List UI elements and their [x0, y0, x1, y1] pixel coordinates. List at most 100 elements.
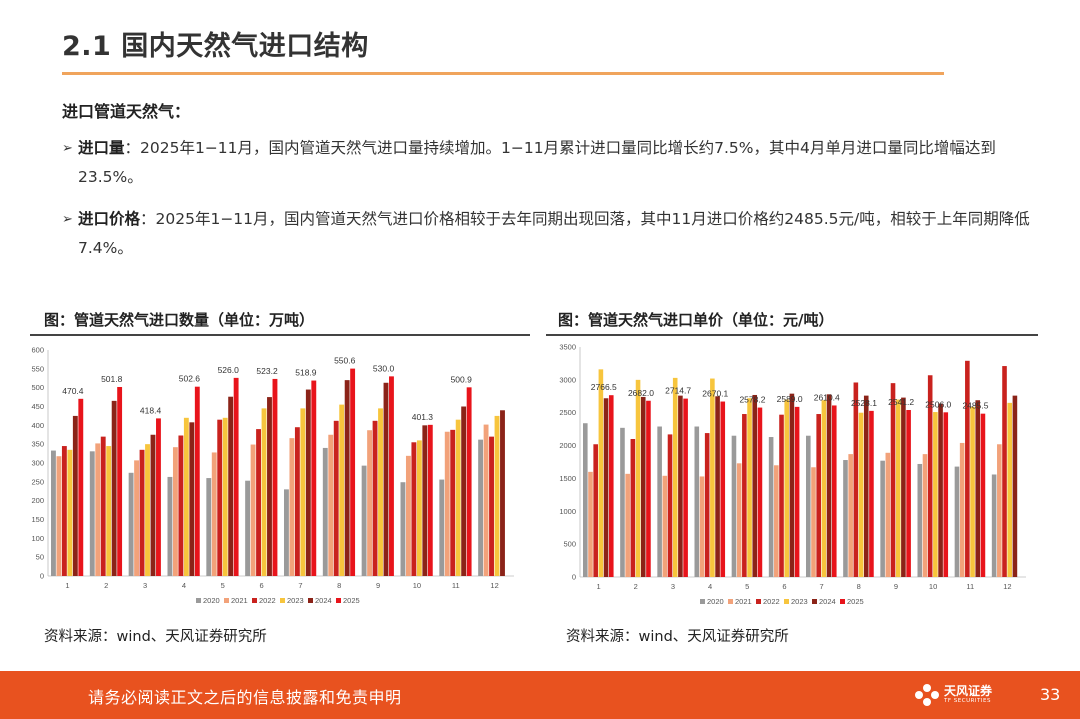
bar-2025-m8: [869, 410, 874, 577]
y-tick-label: 100: [31, 534, 44, 543]
page-number: 33: [1040, 685, 1061, 704]
legend-label-2021: 2021: [231, 596, 248, 605]
bar-2022-m1: [593, 444, 598, 577]
bar-2021-m12: [997, 444, 1002, 577]
y-tick-label: 50: [36, 553, 44, 562]
x-tick-label: 6: [259, 581, 263, 590]
legend-label-2020: 2020: [203, 596, 220, 605]
bar-2020-m5: [206, 478, 212, 576]
bar-2023-m12: [494, 415, 500, 576]
data-label: 2485.5: [962, 401, 988, 411]
bar-2022-m1: [61, 446, 67, 576]
bar-2024-m10: [938, 403, 943, 577]
bar-2022-m11: [965, 360, 970, 577]
x-tick-label: 7: [819, 582, 823, 591]
bar-2020-m1: [51, 450, 56, 576]
bullet-text: ：2025年1−11月，国内管道天然气进口量持续增加。1−11月累计进口量同比增…: [78, 139, 996, 186]
footer-logo-text: 天风证券: [944, 684, 993, 698]
legend-swatch-2020: [196, 598, 201, 603]
bar-2020-m7: [284, 489, 289, 576]
bar-2021-m11: [444, 431, 450, 576]
bar-2022-m6: [779, 414, 784, 577]
bar-2025-m6: [272, 378, 278, 576]
x-tick-label: 8: [857, 582, 861, 591]
bar-2020-m6: [245, 480, 251, 576]
x-tick-label: 2: [104, 581, 108, 590]
bullet-lead: 进口量: [78, 139, 125, 157]
bar-2021-m8: [328, 434, 334, 576]
bar-2024-m1: [72, 415, 78, 576]
legend-swatch-2021: [224, 598, 229, 603]
bar-2020-m2: [89, 451, 95, 576]
legend-label-2024: 2024: [315, 596, 332, 605]
data-label: 530.0: [373, 363, 395, 373]
data-label: 2766.5: [591, 382, 617, 392]
tf-logo-icon: [915, 684, 939, 706]
data-label: 502.6: [179, 374, 201, 384]
bar-2022-m10: [411, 442, 417, 576]
bar-2025-m3: [156, 418, 161, 576]
data-label: 470.4: [62, 386, 84, 396]
bar-2025-m5: [757, 407, 763, 577]
bar-2024-m2: [640, 396, 646, 577]
bar-2021-m11: [959, 442, 965, 577]
bullet-text: ：2025年1−11月，国内管道天然气进口价格相较于去年同期出现回落，其中11月…: [78, 210, 1030, 257]
x-tick-label: 10: [413, 581, 421, 590]
x-tick-label: 7: [298, 581, 302, 590]
chart-caption-rule: [546, 334, 1038, 336]
bar-2025-m9: [906, 410, 911, 577]
data-label: 518.9: [295, 368, 317, 378]
bar-2023-m12: [1007, 402, 1013, 577]
bar-2023-m2: [106, 446, 112, 576]
x-tick-label: 11: [966, 582, 974, 591]
footer-disclaimer: 请务必阅读正文之后的信息披露和免责申明: [88, 688, 402, 707]
chart-source-volume: 资料来源：wind、天风证券研究所: [44, 629, 267, 645]
x-tick-label: 12: [1003, 582, 1011, 591]
bar-2020-m10: [917, 463, 923, 577]
bar-2020-m11: [439, 479, 445, 576]
bar-2022-m10: [927, 375, 933, 577]
footer-logo-sub: TF SECURITIES: [944, 698, 991, 704]
legend-label-2024: 2024: [819, 597, 836, 606]
bar-2024-m5: [752, 394, 758, 577]
bar-2022-m5: [217, 419, 223, 576]
y-tick-label: 500: [563, 540, 576, 549]
bar-2024-m4: [189, 422, 195, 576]
legend-swatch-2025: [840, 599, 845, 604]
data-label: 2714.7: [665, 386, 691, 396]
legend-swatch-2025: [336, 598, 341, 603]
bullet-lead: 进口价格: [78, 210, 141, 228]
x-tick-label: 2: [634, 582, 638, 591]
bar-2024-m4: [715, 396, 720, 577]
bar-2023-m1: [598, 369, 604, 577]
bullet-import-price: ➢ 进口价格：2025年1−11月，国内管道天然气进口价格相较于去年同期出现回落…: [62, 205, 1037, 263]
bar-2020-m12: [478, 439, 484, 576]
bar-2025-m1: [608, 395, 614, 577]
bar-2025-m11: [980, 413, 986, 577]
bar-2022-m6: [256, 429, 261, 576]
bar-2021-m6: [774, 465, 779, 577]
bar-2021-m7: [811, 467, 816, 577]
data-label: 550.6: [334, 356, 356, 366]
legend-label-2023: 2023: [791, 597, 808, 606]
bar-2025-m7: [831, 405, 837, 577]
bar-2022-m4: [178, 435, 184, 576]
data-label: 2610.4: [814, 392, 840, 402]
bar-2023-m10: [416, 440, 422, 576]
bar-2021-m12: [483, 424, 489, 576]
bar-2024-m2: [111, 400, 117, 576]
y-tick-label: 500: [31, 383, 44, 392]
x-tick-label: 11: [452, 581, 460, 590]
bar-2023-m4: [710, 378, 715, 577]
chart-caption-price: 图：管道天然气进口单价（单位：元/吨）: [558, 311, 834, 329]
bar-2023-m10: [933, 412, 938, 577]
bar-2025-m6: [794, 406, 800, 577]
legend-swatch-2023: [784, 599, 789, 604]
slide-title: 2.1 国内天然气进口结构: [62, 31, 369, 62]
bar-2021-m1: [588, 471, 593, 577]
bar-2025-m2: [646, 400, 651, 577]
bar-2022-m3: [667, 434, 673, 577]
legend-label-2023: 2023: [287, 596, 304, 605]
